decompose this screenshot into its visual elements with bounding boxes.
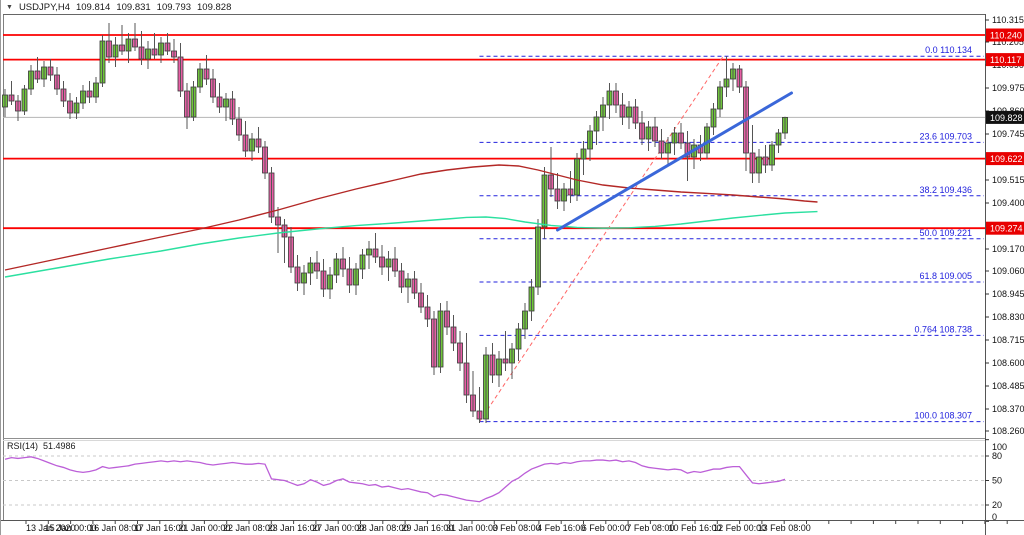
time-axis-label: 21 Jan 00:00	[178, 523, 230, 533]
rsi-indicator-name: RSI(14)	[7, 441, 39, 451]
fib-level-label: 0.764 108.738	[914, 324, 972, 334]
time-axis-label: 22 Jan 08:00	[223, 523, 275, 533]
rsi-line	[4, 456, 786, 503]
ma-line-slow	[4, 164, 818, 271]
level-price-badge	[986, 28, 1024, 42]
price-tick-label: 108.370	[992, 404, 1024, 414]
time-axis-label: 29 Jan 16:00	[401, 523, 453, 533]
price-tick-label: 108.600	[992, 358, 1024, 368]
fib-level-label: 100.0 108.307	[914, 411, 972, 421]
price-tick-label: 109.975	[992, 83, 1024, 93]
price-tick-label: 108.260	[992, 426, 1024, 436]
fib-level-label: 0.0 110.134	[925, 45, 972, 55]
last-bar-high: 109.831	[116, 2, 151, 13]
time-axis-label: 27 Jan 00:00	[312, 523, 364, 533]
price-tick-label: 109.515	[992, 175, 1024, 185]
fib-level-label: 38.2 109.436	[919, 185, 972, 195]
current-price-badge	[986, 110, 1024, 124]
fib-level-label: 50.0 109.221	[919, 228, 972, 238]
chart-symbol-period: USDJPY,H4	[18, 2, 70, 13]
time-axis-label: 6 Feb 00:00	[582, 523, 630, 533]
time-axis-label: 15 Jan 00:00	[45, 523, 97, 533]
time-axis-label: 10 Feb 16:00	[668, 523, 721, 533]
symbol-dropdown-icon[interactable]: ▼	[6, 4, 13, 11]
price-badge-text: 110.117	[990, 55, 1021, 65]
level-price-badge	[986, 221, 1024, 235]
time-axis-label: 12 Feb 00:00	[713, 523, 766, 533]
time-axis-label: 16 Jan 08:00	[89, 523, 141, 533]
price-tick-label: 109.060	[992, 266, 1024, 276]
price-badge-text: 109.622	[990, 154, 1023, 164]
time-axis-label: 17 Jan 16:00	[134, 523, 186, 533]
last-bar-low: 109.793	[156, 2, 192, 13]
price-tick-label: 109.400	[992, 198, 1024, 208]
fib-level-label: 23.6 109.703	[919, 131, 972, 141]
trend-line[interactable]	[556, 91, 793, 232]
rsi-indicator-value: 51.4986	[43, 441, 76, 451]
fib-level-label: 61.8 109.005	[919, 271, 972, 281]
last-bar-open: 109.814	[75, 2, 111, 13]
price-tick-label: 110.315	[992, 15, 1024, 25]
time-axis-label: 31 Jan 00:00	[446, 523, 498, 533]
time-axis-label: 13 Feb 08:00	[758, 523, 811, 533]
price-badge-text: 109.274	[990, 224, 1023, 234]
price-tick-label: 110.205	[992, 37, 1024, 47]
rsi-tick-label: 80	[992, 451, 1002, 461]
rsi-indicator-label: RSI(14) 51.4986	[7, 441, 76, 451]
level-price-badge	[986, 152, 1024, 166]
ma-line-fast	[4, 210, 818, 278]
time-axis-label: 7 Feb 08:00	[626, 523, 674, 533]
rsi-tick-label: 100	[992, 442, 1007, 452]
time-axis-label: 28 Jan 08:00	[357, 523, 409, 533]
price-tick-label: 109.170	[992, 244, 1024, 254]
price-tick-label: 108.485	[992, 381, 1024, 391]
price-tick-label: 108.945	[992, 289, 1024, 299]
time-axis-label: 23 Jan 16:00	[268, 523, 320, 533]
time-axis-label: 3 Feb 08:00	[493, 523, 541, 533]
level-price-badge	[986, 53, 1024, 67]
chart-title-bar: ▼ USDJPY,H4 109.814 109.831 109.793 109.…	[6, 1, 231, 14]
price-tick-label: 108.830	[992, 312, 1024, 322]
rsi-tick-label: 20	[992, 500, 1002, 510]
price-tick-label: 109.745	[992, 129, 1024, 139]
rsi-tick-label: 0	[992, 512, 997, 522]
fib-diagonal-line[interactable]	[479, 55, 724, 422]
time-axis-label: 4 Feb 16:00	[537, 523, 585, 533]
time-axis-label: 13 Jan 2020	[26, 523, 76, 533]
price-tick-label: 108.715	[992, 335, 1024, 345]
last-bar-close: 109.828	[197, 2, 232, 13]
price-badge-text: 109.828	[990, 113, 1023, 123]
price-badge-text: 110.240	[990, 31, 1022, 41]
rsi-tick-label: 50	[992, 476, 1002, 486]
